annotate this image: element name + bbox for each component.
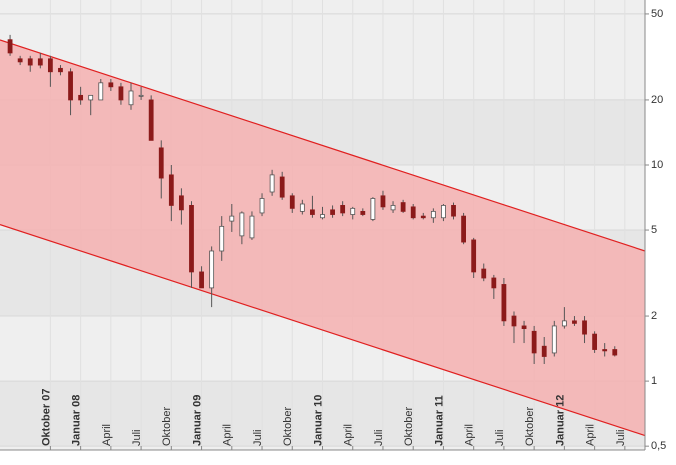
candle-body (259, 198, 265, 214)
x-tick-label: Januar 09 (191, 395, 203, 446)
candle-body (78, 94, 84, 101)
candle-body (541, 345, 547, 357)
candle-body (612, 349, 618, 356)
x-tick-label: Juli (131, 429, 143, 446)
candle-body (461, 215, 466, 243)
x-tick-label: April (222, 424, 234, 446)
x-tick-label: April (464, 424, 476, 446)
y-tick-label: 20 (651, 94, 663, 106)
candle-body (108, 82, 114, 88)
candle-body (199, 271, 204, 289)
x-tick-label: Januar 12 (554, 395, 566, 446)
x-tick-label: Oktober (161, 407, 173, 446)
x-tick-label: Januar 11 (433, 395, 445, 446)
candle-body (68, 71, 73, 101)
candle-body (400, 202, 406, 212)
candle-body (471, 239, 477, 273)
candle-body (148, 99, 154, 141)
candle-body (7, 39, 13, 54)
candle-body (289, 195, 295, 209)
x-tick-label: Juli (252, 429, 264, 446)
candle-body (37, 58, 43, 66)
candle-body (430, 210, 436, 219)
candle-body (128, 90, 134, 106)
candle-body (340, 205, 346, 214)
x-tick-label: Oktober (403, 407, 415, 446)
candle-body (229, 215, 235, 222)
candle-body (410, 206, 416, 219)
candle-body (521, 325, 527, 329)
candle-body (138, 94, 144, 97)
y-tick-label: 10 (651, 159, 663, 171)
y-tick-label: 0,5 (651, 440, 666, 452)
candle-body (451, 205, 456, 217)
trend-channel (0, 39, 645, 436)
candle-body (602, 349, 608, 352)
y-tick-label: 5 (651, 224, 657, 236)
candle-body (58, 67, 63, 73)
candle-body (561, 320, 567, 327)
x-tick-label: April (343, 424, 355, 446)
x-tick-label: Juli (615, 429, 627, 446)
candle-body (511, 315, 517, 327)
x-tick-label: Oktober (282, 407, 294, 446)
candle-body (279, 176, 285, 198)
y-tick-label: 2 (651, 310, 657, 322)
x-tick-label: Juli (373, 429, 385, 446)
candle-body (158, 147, 164, 179)
candle-body (219, 225, 225, 252)
candle-body (320, 214, 325, 219)
candle-body (441, 205, 446, 219)
candle-body (189, 205, 194, 273)
candle-body (501, 284, 507, 322)
y-tick-label: 50 (651, 8, 663, 20)
y-tick-label: 1 (651, 375, 657, 387)
candle-body (269, 174, 275, 193)
trend-line (0, 224, 646, 437)
candle-body (572, 320, 577, 324)
candle-body (168, 174, 174, 206)
candle-body (582, 320, 587, 335)
candle-body (390, 205, 396, 211)
candle-body (249, 215, 255, 239)
candle-body (330, 209, 335, 215)
x-tick-label: April (585, 424, 597, 446)
x-tick-label: April (101, 424, 113, 446)
candle-body (17, 58, 23, 63)
candle-body (350, 207, 356, 215)
candle-body (299, 203, 305, 212)
candle-body (179, 195, 184, 211)
candle-body (420, 215, 426, 219)
x-tick-label: Januar 10 (312, 395, 324, 446)
candle-body (239, 212, 245, 237)
x-tick-label: Juli (494, 429, 506, 446)
candle-body (380, 195, 386, 208)
trend-line (0, 39, 646, 252)
candle-body (491, 277, 497, 289)
x-tick-label: Oktober 07 (40, 389, 52, 446)
candle-body (310, 209, 315, 215)
candle-body (481, 268, 487, 279)
candle-body (118, 86, 124, 101)
candle-body (531, 330, 537, 354)
x-tick-label: Januar 08 (71, 395, 83, 446)
candle-body (88, 94, 94, 101)
candle-body (47, 58, 53, 73)
candle-body (27, 58, 33, 66)
candle-body (370, 198, 376, 220)
candle-body (209, 250, 215, 289)
candle-body (592, 333, 598, 350)
x-tick-label: Oktober (524, 407, 536, 446)
candle-body (360, 210, 366, 215)
candle-body (551, 325, 557, 354)
candle-body (98, 82, 104, 101)
